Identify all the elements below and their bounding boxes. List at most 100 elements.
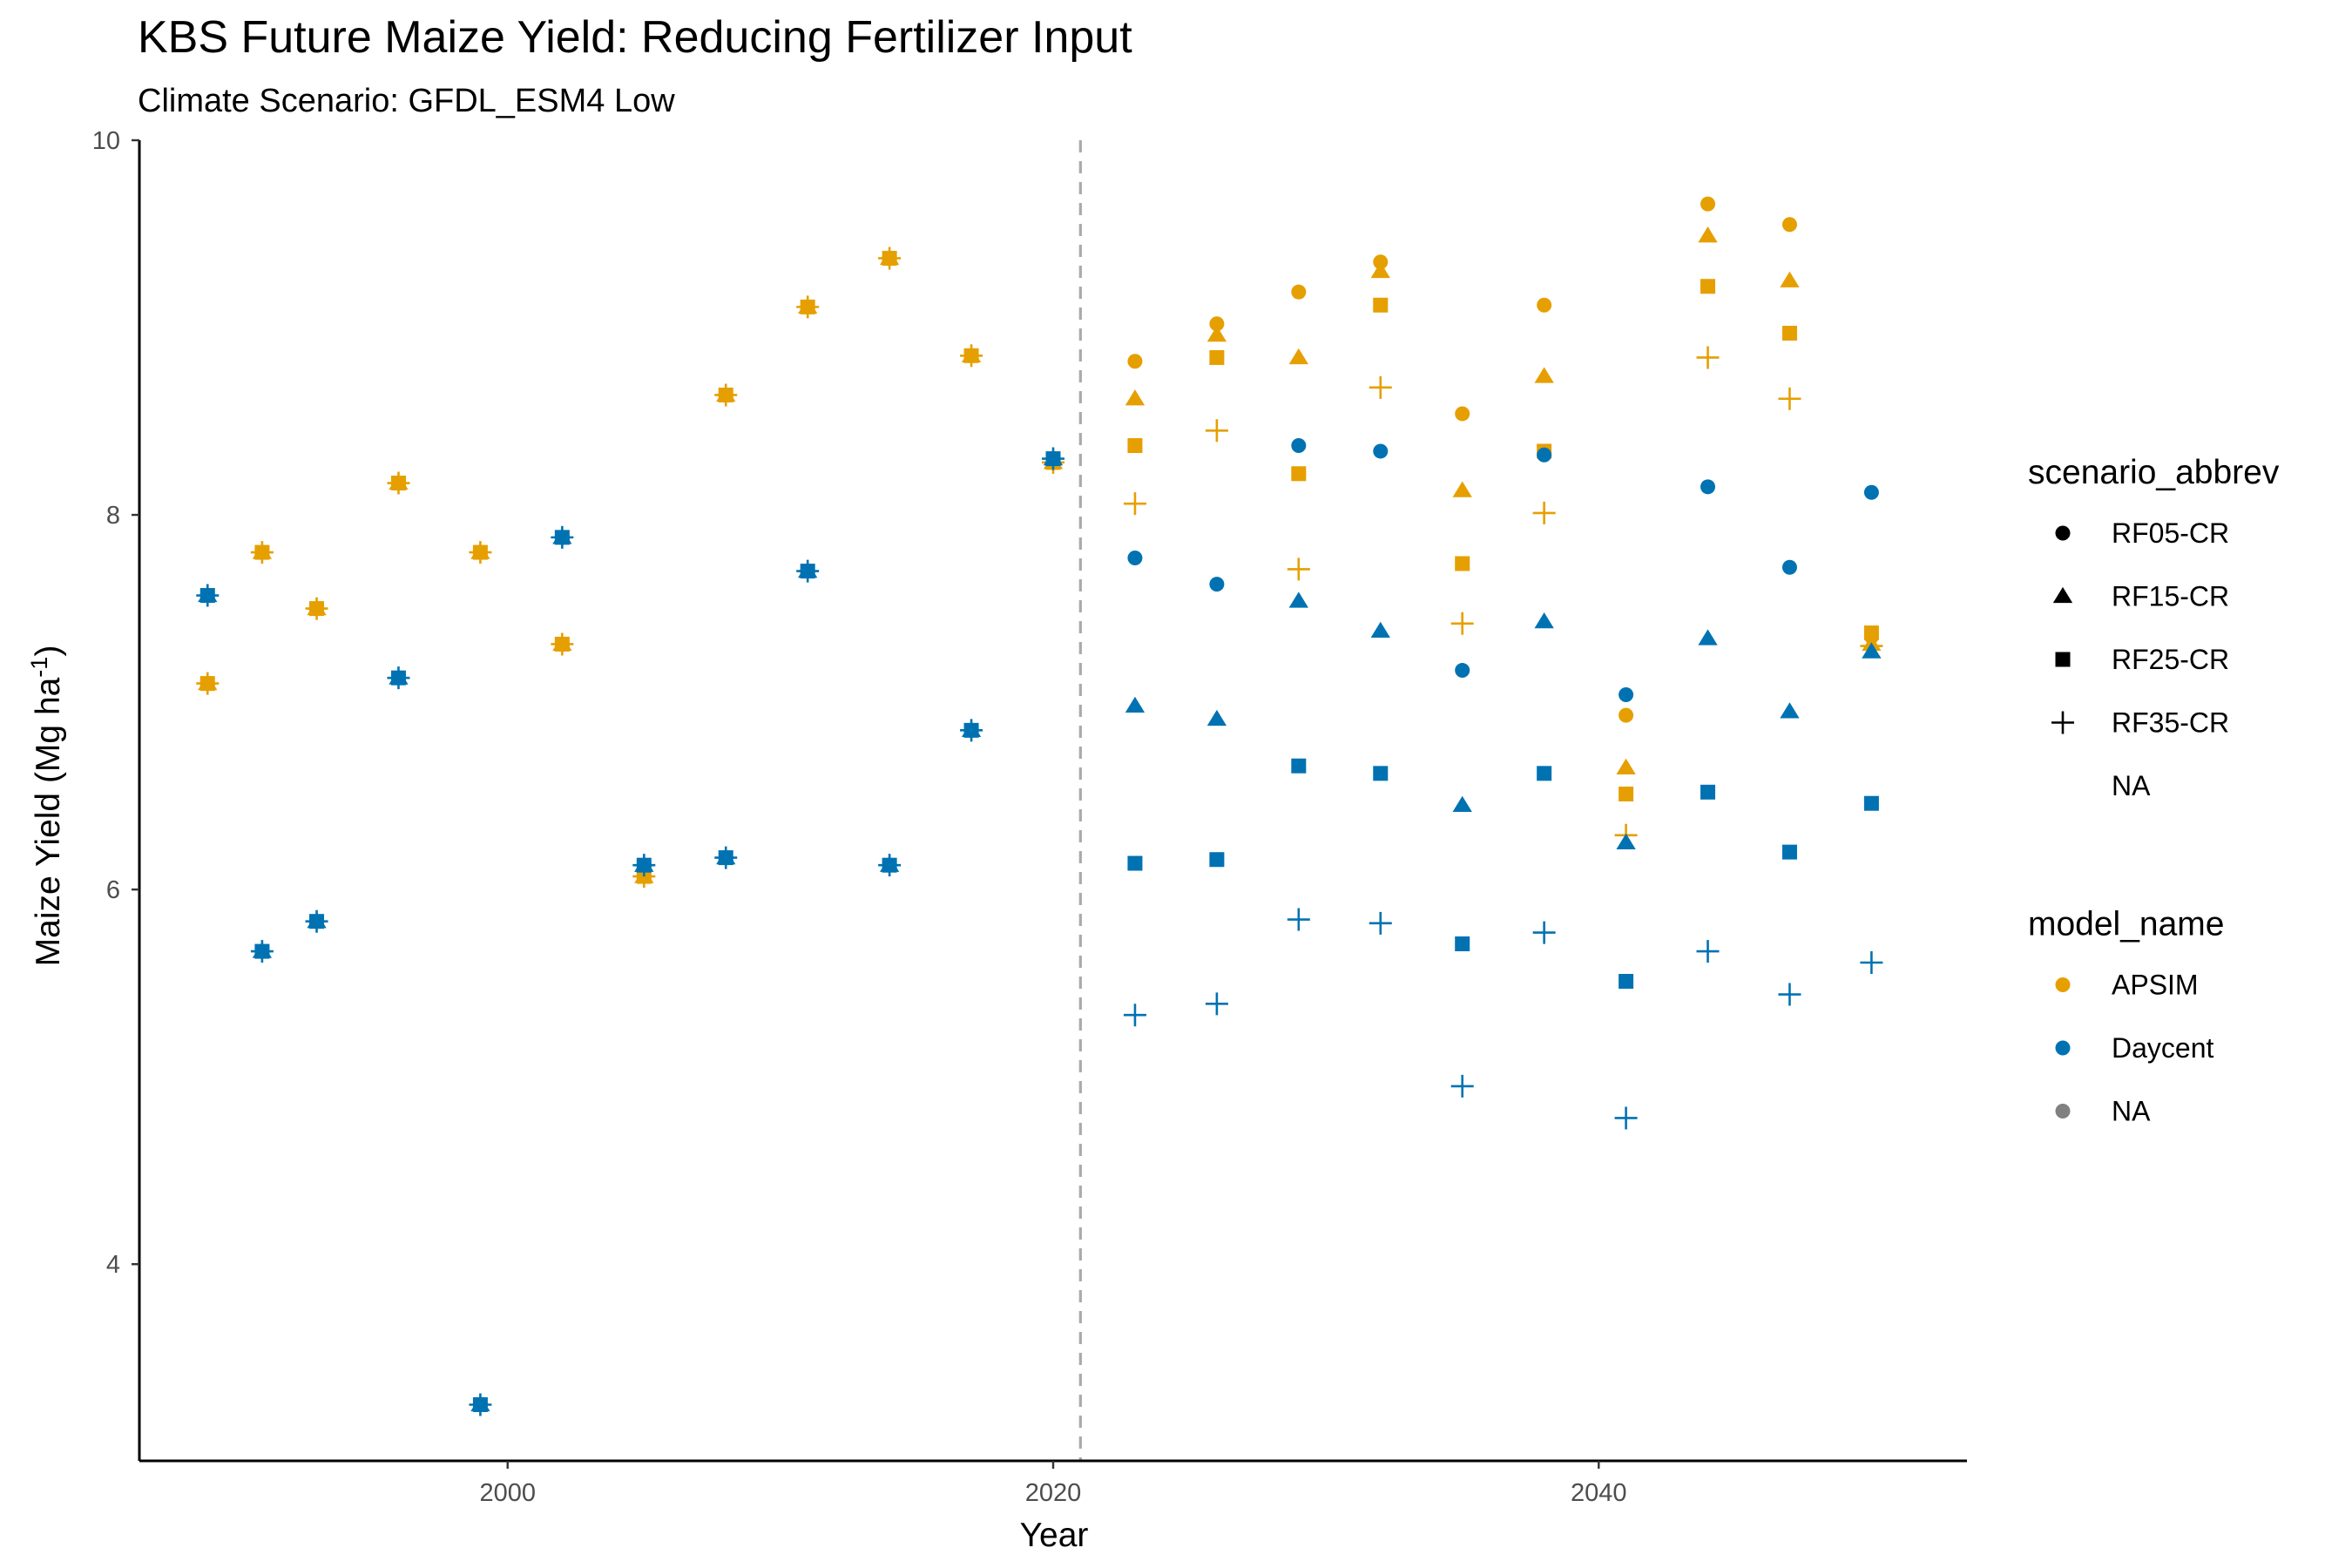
series-daycent-rf05-cr — [199, 438, 1879, 1412]
data-point — [1698, 226, 1718, 243]
plot-area: 2000 2020 2040 4 6 8 10 — [92, 127, 1967, 1507]
y-axis-title-close: ) — [30, 645, 67, 657]
data-point — [878, 247, 902, 270]
data-point — [1450, 1074, 1474, 1098]
legend-label: Daycent — [2112, 1032, 2214, 1064]
data-point — [632, 854, 656, 877]
data-point — [1291, 284, 1307, 300]
data-point — [1452, 795, 1472, 813]
data-point — [1369, 375, 1392, 399]
y-tick-label: 6 — [106, 876, 120, 904]
data-point — [1042, 447, 1064, 470]
data-point — [1209, 577, 1225, 592]
data-point — [1209, 316, 1225, 332]
data-point — [1205, 419, 1228, 443]
data-point — [1373, 443, 1389, 459]
series-apsim-rf05-cr — [199, 196, 1879, 884]
data-point — [551, 525, 574, 549]
data-point — [1862, 642, 1882, 659]
data-point — [1537, 447, 1552, 463]
data-point — [1127, 551, 1143, 566]
data-point — [1288, 591, 1308, 608]
data-point — [1125, 696, 1146, 713]
data-point — [1781, 325, 1797, 341]
data-point — [1127, 354, 1143, 369]
data-point — [1700, 279, 1716, 294]
data-point — [1370, 621, 1390, 639]
y-axis-title-main: Maize Yield (Mg ha — [30, 677, 67, 966]
legend-label: RF25-CR — [2112, 644, 2229, 675]
data-point — [1614, 1106, 1638, 1130]
data-point — [1781, 844, 1797, 860]
data-point — [1455, 556, 1470, 571]
data-point — [250, 940, 274, 963]
y-tick-label: 8 — [106, 502, 120, 530]
data-point — [1287, 558, 1310, 581]
data-point — [1373, 766, 1389, 781]
legend-label: NA — [2112, 770, 2151, 801]
data-point — [1700, 479, 1716, 495]
data-point — [1291, 758, 1307, 774]
data-point — [1696, 940, 1720, 963]
data-point — [1125, 389, 1146, 406]
legend-key-color — [2055, 1040, 2071, 1056]
x-tick-label: 2000 — [479, 1479, 536, 1507]
data-point — [1209, 349, 1225, 365]
data-point — [469, 541, 492, 564]
data-point — [1123, 492, 1146, 516]
legend-label: RF35-CR — [2112, 707, 2229, 739]
legend-key-triangle — [2052, 586, 2073, 604]
legend-key-circle — [2055, 525, 2071, 541]
x-tick-label: 2020 — [1025, 1479, 1082, 1507]
data-point — [387, 666, 410, 690]
data-point — [196, 672, 220, 695]
data-point — [1373, 254, 1389, 270]
legend-key-color — [2055, 1104, 2071, 1119]
data-point — [250, 541, 274, 564]
data-point — [714, 383, 738, 407]
data-point — [1700, 196, 1716, 212]
data-point — [1780, 271, 1800, 287]
data-point — [1369, 911, 1392, 935]
data-point — [1455, 663, 1470, 679]
data-point — [1860, 951, 1883, 975]
data-points — [196, 196, 1883, 1416]
data-point — [1619, 974, 1634, 990]
data-point — [878, 854, 902, 877]
data-point — [1370, 261, 1390, 279]
legend-title: scenario_abbrev — [2028, 454, 2280, 491]
data-point — [1778, 387, 1801, 410]
data-point — [305, 909, 328, 933]
data-point — [1619, 687, 1634, 703]
data-point — [1127, 855, 1143, 871]
data-point — [1455, 406, 1470, 422]
y-axis-ticks: 4 6 8 10 — [92, 127, 139, 1279]
legend-title: model_name — [2028, 906, 2224, 943]
data-point — [1450, 612, 1474, 635]
data-point — [1206, 326, 1227, 342]
data-point — [960, 344, 983, 368]
data-point — [1291, 466, 1307, 482]
data-point — [1287, 908, 1310, 931]
legend-label: APSIM — [2112, 970, 2199, 1001]
data-point — [1123, 1004, 1146, 1027]
data-point — [960, 719, 983, 742]
data-point — [1455, 936, 1470, 952]
series-apsim-rf35-cr — [196, 247, 1883, 889]
data-point — [1700, 784, 1716, 800]
data-point — [1863, 625, 1879, 641]
data-point — [469, 1393, 492, 1416]
data-point — [1619, 786, 1634, 801]
data-point — [551, 632, 574, 656]
data-point — [1537, 766, 1552, 781]
legend: scenario_abbrev RF05-CR RF15-CR RF25-CR RF35… — [2028, 454, 2280, 1127]
chart-title: KBS Future Maize Yield: Reducing Fertili… — [138, 12, 1132, 63]
series-daycent-rf15-cr — [198, 449, 1882, 1412]
series-daycent-rf35-cr — [196, 447, 1883, 1416]
legend-model-name: model_name APSIM Daycent NA — [2028, 906, 2224, 1127]
data-point — [1532, 501, 1556, 524]
data-point — [796, 295, 820, 319]
data-point — [1209, 852, 1225, 868]
data-point — [796, 559, 820, 583]
